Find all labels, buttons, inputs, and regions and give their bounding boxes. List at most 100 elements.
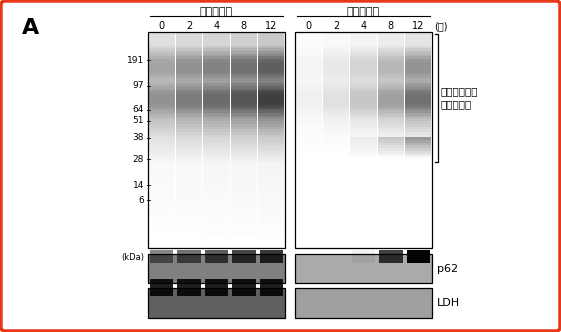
- Bar: [350, 124, 376, 126]
- Bar: [149, 172, 175, 175]
- Bar: [149, 75, 175, 78]
- Bar: [231, 191, 257, 194]
- Bar: [350, 78, 376, 81]
- Bar: [378, 116, 404, 119]
- Bar: [149, 94, 175, 97]
- Bar: [231, 59, 257, 62]
- Bar: [258, 148, 284, 151]
- Bar: [231, 83, 257, 86]
- Bar: [258, 229, 284, 232]
- Bar: [258, 164, 284, 167]
- Bar: [231, 162, 257, 164]
- Bar: [203, 134, 229, 137]
- Bar: [323, 102, 350, 105]
- Bar: [296, 105, 322, 108]
- Bar: [258, 178, 284, 181]
- Bar: [203, 40, 229, 43]
- Bar: [176, 45, 203, 48]
- Bar: [405, 148, 431, 151]
- Bar: [203, 170, 229, 172]
- Bar: [231, 164, 257, 167]
- Bar: [231, 56, 257, 59]
- Bar: [176, 126, 203, 129]
- Bar: [149, 148, 175, 151]
- Bar: [149, 170, 175, 172]
- Bar: [405, 124, 431, 126]
- Bar: [378, 70, 404, 72]
- Bar: [405, 62, 431, 64]
- Bar: [258, 202, 284, 205]
- Bar: [258, 172, 284, 175]
- Bar: [149, 162, 175, 164]
- Bar: [231, 81, 257, 83]
- Bar: [405, 145, 431, 148]
- Bar: [176, 64, 203, 67]
- Bar: [149, 35, 175, 38]
- Bar: [203, 100, 229, 102]
- Bar: [350, 40, 376, 43]
- Bar: [203, 53, 229, 56]
- Bar: [203, 132, 229, 134]
- Bar: [258, 129, 284, 132]
- Bar: [176, 229, 203, 232]
- Bar: [296, 134, 322, 137]
- Bar: [405, 53, 431, 56]
- Bar: [176, 189, 203, 191]
- Bar: [149, 89, 175, 91]
- Bar: [176, 181, 203, 183]
- Bar: [405, 143, 431, 145]
- Bar: [149, 137, 175, 140]
- Bar: [231, 145, 257, 148]
- Bar: [176, 186, 203, 189]
- Bar: [258, 143, 284, 145]
- Bar: [150, 250, 173, 263]
- Bar: [258, 221, 284, 224]
- Bar: [231, 48, 257, 51]
- Bar: [149, 134, 175, 137]
- Bar: [177, 250, 201, 263]
- Bar: [323, 151, 350, 153]
- Bar: [149, 143, 175, 145]
- Bar: [258, 189, 284, 191]
- Bar: [231, 202, 257, 205]
- Bar: [149, 175, 175, 178]
- Bar: [378, 110, 404, 113]
- Bar: [203, 164, 229, 167]
- Bar: [231, 124, 257, 126]
- Bar: [258, 197, 284, 200]
- Bar: [296, 100, 322, 102]
- Bar: [258, 151, 284, 153]
- Bar: [149, 181, 175, 183]
- Bar: [378, 102, 404, 105]
- Text: 28: 28: [132, 155, 144, 164]
- Bar: [231, 91, 257, 94]
- Bar: [232, 250, 256, 263]
- Text: 不溶性分画: 不溶性分画: [347, 7, 380, 17]
- Bar: [203, 72, 229, 75]
- Bar: [258, 132, 284, 134]
- Bar: [295, 254, 432, 283]
- Bar: [378, 134, 404, 137]
- Bar: [203, 43, 229, 45]
- Bar: [203, 48, 229, 51]
- Bar: [296, 129, 322, 132]
- Text: 2: 2: [186, 21, 192, 31]
- Bar: [323, 67, 350, 70]
- Bar: [203, 140, 229, 143]
- Bar: [203, 156, 229, 159]
- Bar: [203, 119, 229, 121]
- Bar: [378, 67, 404, 70]
- Bar: [405, 119, 431, 121]
- Bar: [176, 91, 203, 94]
- Bar: [350, 62, 376, 64]
- Bar: [323, 129, 350, 132]
- Bar: [176, 59, 203, 62]
- Bar: [323, 119, 350, 121]
- Bar: [405, 100, 431, 102]
- Bar: [149, 194, 175, 197]
- Bar: [323, 83, 350, 86]
- Bar: [405, 116, 431, 119]
- Bar: [203, 32, 229, 35]
- Bar: [176, 224, 203, 226]
- Bar: [296, 59, 322, 62]
